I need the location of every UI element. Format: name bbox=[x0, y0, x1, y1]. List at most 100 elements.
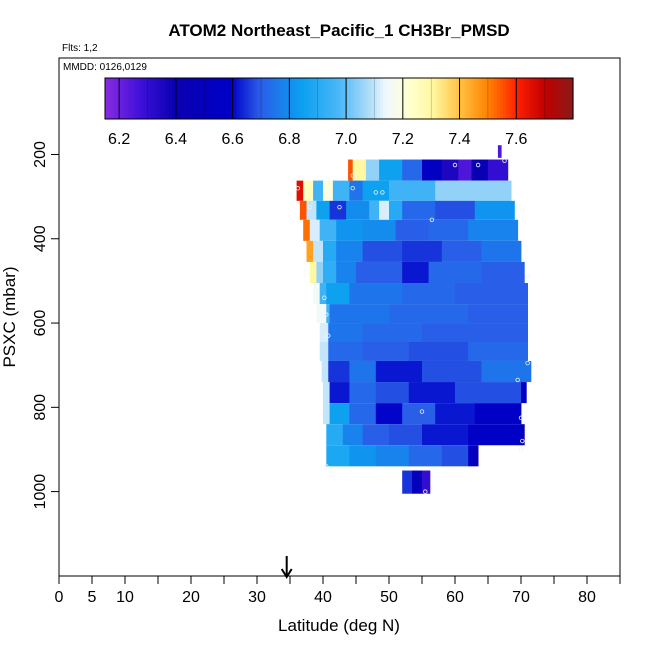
heatmap-cell bbox=[521, 424, 525, 446]
colorbar-segment bbox=[327, 78, 331, 119]
heatmap-cell bbox=[455, 382, 522, 404]
heatmap-cell bbox=[326, 283, 350, 305]
colorbar-segment bbox=[432, 78, 437, 119]
colorbar-segment bbox=[333, 78, 337, 119]
colorbar-segment bbox=[406, 78, 410, 119]
colorbar-segment bbox=[371, 78, 375, 119]
heatmap-cell bbox=[365, 159, 380, 181]
colorbar-segment bbox=[391, 78, 396, 119]
colorbar-segment bbox=[163, 78, 168, 119]
sample-point bbox=[518, 447, 524, 452]
colorbar-segment bbox=[119, 78, 124, 119]
colorbar-segment bbox=[198, 78, 203, 119]
heatmap-cell bbox=[402, 403, 436, 425]
colorbar-segment bbox=[453, 78, 457, 119]
heatmap-cell bbox=[441, 159, 459, 181]
heatmap-cell bbox=[474, 445, 479, 467]
heatmap-cell bbox=[326, 445, 350, 467]
heatmap-cell bbox=[299, 200, 307, 220]
sample-point bbox=[324, 312, 329, 317]
colorbar-segment bbox=[488, 78, 492, 119]
colorbar-segment bbox=[558, 78, 562, 119]
heatmap-cell bbox=[362, 240, 403, 262]
x-axis-label: Latitude (deg N) bbox=[278, 616, 400, 635]
heatmap-cell bbox=[375, 360, 423, 383]
heatmap-cell bbox=[362, 219, 396, 241]
colorbar-segment bbox=[353, 78, 358, 119]
colorbar-segment bbox=[356, 78, 361, 119]
sample-point bbox=[419, 409, 425, 414]
colorbar-tick-label: 6.4 bbox=[165, 131, 187, 148]
colorbar-segment bbox=[447, 78, 451, 119]
heatmap-cell bbox=[349, 360, 377, 383]
colorbar-segment bbox=[105, 78, 109, 119]
heatmap-cell bbox=[468, 342, 528, 361]
x-axis: 0 5 10 20 30 40 50 60 70 80 bbox=[55, 576, 621, 606]
colorbar-segment bbox=[508, 78, 513, 119]
heatmap-cell bbox=[395, 219, 429, 241]
sample-point bbox=[502, 158, 507, 163]
heatmap-cell bbox=[329, 382, 350, 404]
sample-point bbox=[350, 173, 355, 178]
heatmap-cell bbox=[362, 342, 410, 361]
heatmap-cell bbox=[402, 470, 413, 494]
y-tick-label: 800 bbox=[32, 394, 49, 421]
colorbar-segment bbox=[113, 78, 118, 119]
heatmap-cell bbox=[329, 200, 347, 220]
colorbar-segment bbox=[204, 78, 208, 119]
heatmap-cell bbox=[321, 360, 329, 383]
heatmap-cell bbox=[303, 180, 314, 201]
colorbar-segment bbox=[330, 78, 334, 119]
heatmap-cell bbox=[408, 382, 456, 404]
colorbar-segment bbox=[511, 78, 516, 119]
colorbar-segment bbox=[444, 78, 448, 119]
colorbar-segment bbox=[140, 78, 144, 119]
heatmap-cell bbox=[329, 403, 350, 425]
colorbar-segment bbox=[303, 78, 308, 119]
heatmap-cell bbox=[402, 261, 429, 284]
heatmap-cell bbox=[336, 240, 363, 262]
colorbar-segment bbox=[441, 78, 445, 119]
colorbar-segment bbox=[295, 78, 299, 119]
colorbar-tick-label: 7.0 bbox=[335, 131, 357, 148]
colorbar-segment bbox=[461, 78, 466, 119]
colorbar-segment bbox=[336, 78, 340, 119]
colorbar-segment bbox=[362, 78, 366, 119]
sample-point bbox=[350, 185, 355, 191]
y-axis-label: PSXC (mbar) bbox=[0, 266, 19, 367]
colorbar-segment bbox=[532, 78, 536, 119]
colorbar-segment bbox=[131, 78, 135, 119]
plot-frame bbox=[58, 57, 621, 577]
sample-point bbox=[423, 489, 428, 494]
heatmap-cell bbox=[336, 219, 363, 241]
sample-point bbox=[520, 438, 525, 444]
colorbar-segment bbox=[529, 78, 533, 119]
colorbar-segment bbox=[438, 78, 442, 119]
colorbar-segment bbox=[312, 78, 317, 119]
colorbar-segment bbox=[379, 78, 384, 119]
heatmap-cell bbox=[422, 323, 528, 342]
colorbar-segment bbox=[458, 78, 463, 119]
colorbar-segment bbox=[107, 78, 112, 119]
colorbar-segment bbox=[479, 78, 483, 119]
colorbar-segment bbox=[233, 78, 238, 119]
heatmap-cell bbox=[412, 470, 423, 494]
heatmap-cell bbox=[428, 219, 469, 241]
heatmap-cell bbox=[422, 159, 443, 181]
colorbar-segment bbox=[289, 78, 293, 119]
heatmap-cell bbox=[346, 200, 370, 220]
colorbar-segment bbox=[502, 78, 507, 119]
heatmap-cell bbox=[389, 180, 436, 201]
colorbar-segment bbox=[292, 78, 296, 119]
heatmap-cell bbox=[441, 445, 469, 467]
colorbar-segment bbox=[400, 78, 404, 119]
sample-point bbox=[326, 333, 331, 338]
colorbar-segment bbox=[534, 78, 539, 119]
heatmap-cell bbox=[316, 304, 327, 324]
colorbar-segment bbox=[368, 78, 372, 119]
colorbar-segment bbox=[561, 78, 565, 119]
colorbar-segment bbox=[344, 78, 349, 119]
heatmap-cell bbox=[402, 283, 456, 305]
colorbar-segment bbox=[464, 78, 469, 119]
colorbar-segment bbox=[166, 78, 170, 119]
